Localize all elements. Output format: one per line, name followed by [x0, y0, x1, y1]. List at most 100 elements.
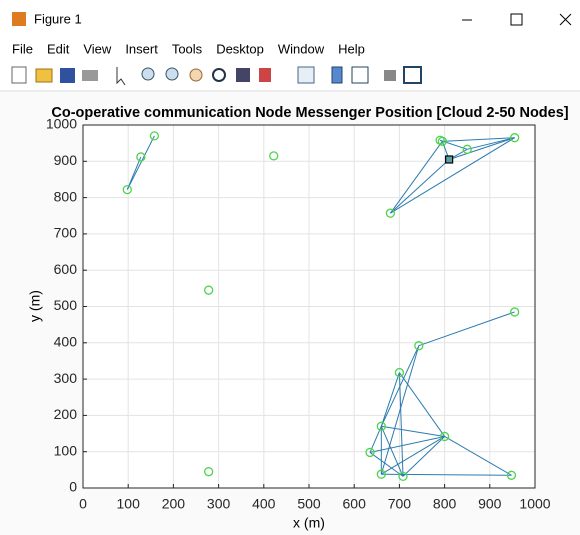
x-tick-label: 500 [297, 496, 321, 512]
link [380, 345, 420, 475]
tool-zoom-out[interactable] [165, 67, 179, 81]
x-tick-label: 200 [162, 496, 186, 512]
link [381, 425, 445, 437]
menu-item[interactable]: Help [338, 41, 365, 56]
tool-print[interactable] [82, 70, 98, 81]
tool-pointer[interactable] [116, 67, 126, 86]
node [510, 133, 520, 143]
link [369, 452, 404, 477]
tool-rotate[interactable] [212, 68, 226, 82]
node [394, 367, 405, 378]
toolbar [11, 66, 422, 86]
node [385, 208, 396, 218]
x-tick-label: 600 [343, 496, 367, 512]
app-icon [12, 12, 26, 26]
link [442, 137, 515, 142]
y-tick-label: 300 [54, 370, 78, 386]
chart-title: Co-operative communication Node Messenge… [51, 105, 568, 121]
y-axis-label: y (m) [27, 290, 43, 322]
link [380, 426, 404, 477]
x-tick-label: 800 [433, 496, 457, 512]
link [126, 135, 155, 190]
menu-item[interactable]: Tools [172, 41, 203, 56]
x-tick-label: 700 [388, 496, 412, 512]
node [122, 184, 132, 195]
link [402, 436, 445, 477]
tool-hide[interactable] [384, 70, 396, 81]
axes: 0 100 200 300 400 500 600 700 800 900 1000 0 100 200 3… [46, 116, 551, 512]
link [126, 156, 142, 190]
y-tick-label: 900 [54, 152, 78, 168]
node [414, 341, 424, 351]
node [376, 421, 386, 431]
tool-zoom-in[interactable] [141, 67, 155, 81]
node [376, 469, 386, 479]
node [149, 131, 160, 141]
menu-bar: File Edit View Insert Tools Desktop Window Help [12, 41, 365, 56]
x-tick-label: 900 [478, 496, 502, 512]
tool-link[interactable] [297, 66, 315, 84]
link [381, 473, 512, 476]
node [437, 136, 447, 146]
link [418, 311, 515, 347]
link [467, 137, 515, 150]
node [136, 152, 146, 162]
link [381, 436, 445, 475]
y-tick-label: 500 [54, 297, 78, 313]
link [389, 141, 443, 214]
y-tick-label: 600 [54, 261, 78, 277]
x-tick-label: 1000 [519, 496, 550, 512]
node [439, 431, 450, 442]
link [448, 137, 515, 160]
menu-item[interactable]: View [83, 41, 112, 56]
tool-legend[interactable] [351, 66, 369, 84]
link [390, 137, 515, 214]
sink-node [445, 155, 454, 164]
tool-colorbar[interactable] [331, 66, 343, 84]
x-tick-label: 100 [117, 496, 141, 512]
axes-box [82, 124, 536, 489]
menu-item[interactable]: File [12, 41, 33, 56]
tool-brush[interactable] [259, 68, 271, 82]
node [398, 471, 408, 482]
menu-item[interactable]: Edit [47, 41, 70, 56]
link [398, 372, 446, 437]
node [204, 285, 214, 295]
x-tick-label: 400 [252, 496, 276, 512]
menu-item[interactable]: Insert [125, 41, 158, 56]
link [398, 372, 404, 477]
tool-datacursor[interactable] [236, 68, 250, 82]
tool-dock[interactable] [403, 66, 422, 84]
menu-item[interactable]: Window [278, 41, 325, 56]
link [380, 372, 400, 427]
link [439, 139, 468, 150]
tool-save[interactable] [60, 68, 75, 83]
node [462, 144, 472, 154]
node [506, 470, 517, 480]
tool-open[interactable] [35, 68, 53, 83]
link [369, 435, 445, 453]
y-tick-label: 100 [54, 442, 78, 458]
y-tick-label: 800 [54, 188, 78, 204]
close-button[interactable] [559, 13, 572, 26]
menu-item[interactable]: Desktop [216, 41, 264, 56]
tool-pan[interactable] [189, 68, 203, 82]
link [444, 436, 512, 476]
y-tick-label: 400 [54, 334, 78, 350]
y-tick-label: 200 [54, 406, 78, 422]
window-title: Figure 1 [34, 11, 82, 26]
x-tick-label: 300 [207, 496, 231, 512]
maximize-button[interactable] [510, 13, 523, 26]
x-axis-label: x (m) [293, 515, 325, 531]
link [390, 159, 450, 214]
x-tick-label: 0 [79, 496, 87, 512]
node [204, 467, 214, 477]
y-tick-label: 700 [54, 225, 78, 241]
y-tick-label: 0 [69, 479, 77, 495]
node [365, 447, 375, 458]
tool-new[interactable] [11, 66, 27, 84]
y-tick-label: 1000 [46, 116, 77, 132]
node [269, 151, 279, 161]
